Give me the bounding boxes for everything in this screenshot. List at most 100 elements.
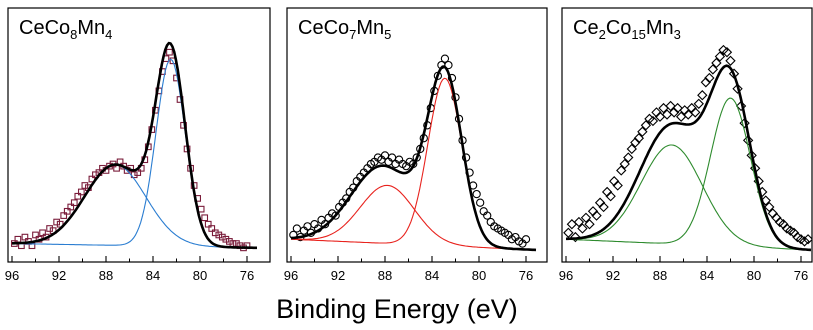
data-point <box>704 72 715 84</box>
data-point <box>563 227 574 238</box>
plot-area <box>563 44 812 252</box>
component-peak-1 <box>566 144 812 251</box>
data-point <box>472 189 481 199</box>
data-point <box>668 107 680 118</box>
data-point <box>700 77 712 88</box>
panel-3: 96 92 88 84 80 76 Ce2Co15Mn3 <box>559 7 813 283</box>
data-point <box>640 120 652 131</box>
data-point <box>21 233 29 241</box>
data-point <box>721 47 733 58</box>
x-tick-label: 76 <box>519 268 533 283</box>
data-point <box>616 165 627 176</box>
component-peak-2 <box>565 97 812 251</box>
data-point <box>292 224 302 233</box>
x-tick-label: 76 <box>794 268 808 283</box>
data-point <box>591 210 602 221</box>
data-point <box>573 216 585 228</box>
data-point <box>746 150 757 161</box>
data-point <box>711 57 722 69</box>
component-peak-1 <box>290 184 537 251</box>
data-point <box>39 229 46 237</box>
data-point <box>802 234 812 245</box>
fit-envelope <box>566 64 812 252</box>
data-point <box>521 235 531 244</box>
x-axis-label: Binding Energy (eV) <box>276 294 518 324</box>
data-point <box>229 240 237 247</box>
data-point <box>215 231 223 239</box>
x-tick-label: 88 <box>99 268 113 283</box>
data-point <box>331 211 340 220</box>
panel-frame <box>7 7 271 263</box>
panels: 96 92 88 84 80 76 CeCo8Mn4 96 92 88 84 80 76 CeCo7Mn5… <box>5 7 813 283</box>
data-point <box>690 107 701 118</box>
data-point <box>584 219 595 230</box>
x-tick-label: 80 <box>747 268 761 283</box>
data-point <box>665 100 676 112</box>
data-point <box>605 191 616 202</box>
plot-area <box>11 41 257 252</box>
x-tick-label: 88 <box>653 268 667 283</box>
fit-envelope <box>290 65 537 252</box>
data-point <box>637 126 648 137</box>
data-point <box>81 182 89 189</box>
data-point <box>476 198 485 207</box>
data-point <box>735 100 747 112</box>
data-point <box>633 133 645 144</box>
data-point <box>623 152 634 163</box>
data-point <box>67 203 75 211</box>
data-point <box>697 90 708 101</box>
data-point <box>218 233 226 241</box>
x-tick-label: 80 <box>472 268 486 283</box>
fit-envelope <box>12 41 257 250</box>
data-point <box>707 64 719 75</box>
x-tick-label: 92 <box>606 268 620 283</box>
panel-frame <box>561 7 813 263</box>
x-tick-label: 92 <box>52 268 66 283</box>
panel-2: 96 92 88 84 80 76 CeCo7Mn5 <box>284 7 548 283</box>
data-point <box>32 231 39 239</box>
data-point <box>693 98 704 109</box>
data-point <box>201 214 209 222</box>
data-point <box>70 199 78 207</box>
data-point <box>570 231 581 243</box>
data-point <box>580 212 592 223</box>
sample-label: CeCo8Mn4 <box>19 17 112 42</box>
data-point <box>626 143 637 155</box>
x-tick-label: 80 <box>193 268 207 283</box>
data-point <box>226 238 233 245</box>
x-tick-label: 96 <box>284 268 298 283</box>
data-point <box>612 180 623 191</box>
data-point <box>233 240 240 247</box>
data-point <box>46 225 53 232</box>
data-point <box>577 223 588 234</box>
data-point <box>598 201 609 213</box>
data-point <box>440 54 450 63</box>
data-point <box>63 207 71 215</box>
data-point <box>204 220 212 228</box>
x-tick-label: 76 <box>240 268 254 283</box>
panel-frame <box>286 7 548 263</box>
x-tick-label: 84 <box>425 268 439 283</box>
sample-label: CeCo7Mn5 <box>298 17 391 42</box>
data-point <box>732 83 743 94</box>
panel-1: 96 92 88 84 80 76 CeCo8Mn4 <box>5 7 271 283</box>
x-tick-label: 96 <box>559 268 573 283</box>
component-peak-2 <box>12 58 257 249</box>
data-point <box>222 235 230 243</box>
x-tick-label: 84 <box>700 268 714 283</box>
data-point <box>74 192 82 200</box>
x-tick-label: 92 <box>331 268 345 283</box>
data-point <box>166 48 173 56</box>
data-point <box>60 212 68 219</box>
data-point <box>799 236 810 247</box>
x-tick-label: 84 <box>146 268 160 283</box>
x-tick-label: 96 <box>5 268 19 283</box>
data-point <box>630 137 641 148</box>
plot-area <box>289 54 537 252</box>
data-point <box>211 229 219 237</box>
data-point <box>714 51 726 62</box>
data-point <box>208 225 216 232</box>
data-point <box>483 211 492 220</box>
x-tick-label: 88 <box>378 268 392 283</box>
